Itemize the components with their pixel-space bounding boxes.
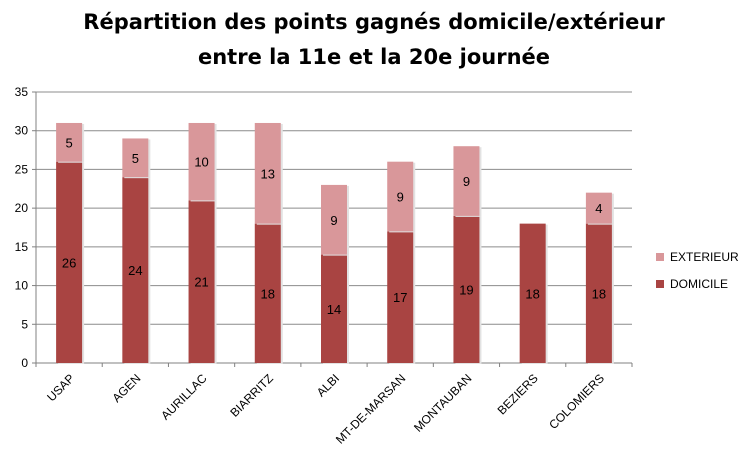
bar-exterieur <box>56 122 83 162</box>
data-label: 19 <box>459 282 473 297</box>
y-tick-label: 20 <box>15 201 29 215</box>
x-category-label: MONTAUBAN <box>411 371 474 434</box>
bar-domicile <box>453 215 480 363</box>
bar-exterieur <box>453 146 480 216</box>
data-label: 17 <box>393 290 407 305</box>
data-label: 5 <box>65 135 72 150</box>
data-label: 18 <box>592 286 606 301</box>
y-tick-label: 15 <box>15 240 29 254</box>
x-category-label: COLOMIERS <box>546 371 607 432</box>
data-label: 18 <box>261 286 275 301</box>
legend-label-domicile: DOMICILE <box>670 277 729 291</box>
bar-exterieur <box>585 192 612 224</box>
chart-title: Répartition des points gagnés domicile/e… <box>83 10 665 34</box>
legend-item-exterieur: EXTERIEUR <box>656 250 739 264</box>
y-tick-label: 10 <box>15 279 29 293</box>
legend-swatch-exterieur <box>656 253 664 261</box>
data-label: 21 <box>194 275 208 290</box>
data-label: 5 <box>132 151 139 166</box>
data-label: 18 <box>525 286 539 301</box>
x-category-label: BEZIERS <box>495 371 541 417</box>
bar-exterieur <box>387 161 414 232</box>
chart-subtitle: entre la 11e et la 20e journée <box>197 45 551 69</box>
data-label: 24 <box>128 263 142 278</box>
data-label: 14 <box>327 302 341 317</box>
y-tick-label: 30 <box>15 124 29 138</box>
bar-domicile <box>519 223 546 363</box>
data-label: 9 <box>330 213 337 228</box>
bar-domicile <box>122 177 149 363</box>
data-label: 9 <box>397 190 404 205</box>
x-category-label: AURILLAC <box>158 371 210 423</box>
y-tick-label: 0 <box>21 356 28 370</box>
data-label: 9 <box>463 174 470 189</box>
bar-domicile <box>56 161 83 363</box>
legend-swatch-domicile <box>656 280 664 288</box>
legend-item-domicile: DOMICILE <box>656 277 728 291</box>
x-category-label: ALBI <box>314 371 342 399</box>
bar-exterieur <box>254 122 281 224</box>
bar-domicile <box>387 231 414 363</box>
y-tick-label: 25 <box>15 162 29 176</box>
bar-domicile <box>321 254 347 363</box>
bar-domicile <box>188 200 215 363</box>
y-tick-label: 35 <box>15 85 29 99</box>
bar-exterieur <box>321 184 347 255</box>
data-label: 13 <box>261 166 275 181</box>
x-category-label: MT-DE-MARSAN <box>333 371 408 446</box>
x-category-label: USAP <box>44 371 77 404</box>
data-label: 10 <box>194 155 208 170</box>
legend-label-exterieur: EXTERIEUR <box>670 250 739 264</box>
data-label: 26 <box>62 255 76 270</box>
bar-domicile <box>585 223 612 363</box>
y-tick-label: 5 <box>21 317 28 331</box>
bar-domicile <box>254 223 281 363</box>
x-category-label: BIARRITZ <box>227 371 276 420</box>
bar-exterieur <box>122 138 149 178</box>
x-category-label: AGEN <box>110 371 144 405</box>
data-label: 4 <box>595 201 602 216</box>
bar-exterieur <box>188 122 215 201</box>
